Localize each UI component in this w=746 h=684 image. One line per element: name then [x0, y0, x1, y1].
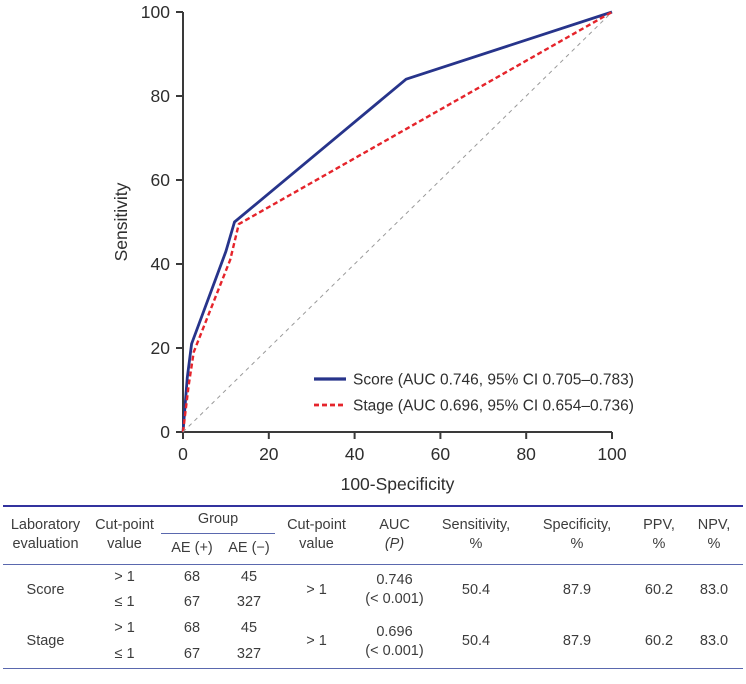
header-sensitivity: Sensitivity, % [441, 517, 511, 553]
score-cutpoint-le1: ≤ 1 [114, 594, 135, 611]
legend-label: Score (AUC 0.746, 95% CI 0.705–0.783) [353, 372, 634, 389]
x-axis-title: 100-Specificity [341, 474, 455, 494]
series-line-0 [181, 10, 613, 433]
table-row: Stage > 1 68 45 > 1 0.696 (< 0.001) 50.4… [3, 616, 743, 658]
header-ppv: PPV, % [643, 517, 675, 553]
x-tick-label: 60 [431, 444, 451, 464]
score-le1-ae-pos: 67 [183, 594, 201, 611]
header-group: Group [161, 506, 275, 534]
stage-le1-ae-neg: 327 [236, 646, 262, 663]
header-laboratory-evaluation: Laboratory evaluation [10, 517, 81, 553]
header-specificity: Specificity, % [542, 517, 612, 553]
x-tick-label: 100 [597, 444, 626, 464]
y-tick-label: 20 [151, 338, 171, 358]
score-auc: 0.746 (< 0.001) [365, 572, 424, 608]
header-cutpoint-value-2: Cut-point value [287, 517, 346, 553]
y-tick-label: 0 [160, 422, 170, 442]
stage-le1-ae-pos: 67 [183, 646, 201, 663]
stage-specificity: 87.9 [562, 633, 592, 650]
y-tick-label: 80 [151, 86, 171, 106]
score-cutpoint2: > 1 [306, 581, 327, 598]
row-label-score: Score [26, 581, 65, 598]
stage-gt1-ae-neg: 45 [240, 620, 258, 637]
results-table-section: Laboratory evaluation Cut-point value Gr… [0, 505, 746, 669]
legend-label: Stage (AUC 0.696, 95% CI 0.654–0.736) [353, 398, 634, 415]
x-tick-label: 80 [516, 444, 536, 464]
series-line-2 [182, 11, 613, 433]
y-axis-title: Sensitivity [111, 182, 131, 261]
stage-auc: 0.696 (< 0.001) [365, 623, 424, 659]
roc-chart-section: 0 20 40 60 80 100 0 20 40 60 80 100 100-Specificity S… [111, 2, 634, 494]
series-line-1 [181, 10, 613, 433]
score-gt1-ae-pos: 68 [183, 568, 201, 585]
score-gt1-ae-neg: 45 [240, 568, 258, 585]
stage-cutpoint-gt1: > 1 [114, 620, 135, 637]
stage-cutpoint-le1: ≤ 1 [114, 646, 135, 663]
x-tick-label: 0 [178, 444, 188, 464]
score-specificity: 87.9 [562, 581, 592, 598]
table-row: ≤ 1 67 327 [3, 590, 743, 616]
header-cutpoint-value: Cut-point value [95, 517, 154, 553]
header-p-value: (P) [384, 536, 405, 553]
y-tick-label: 40 [151, 254, 171, 274]
x-tick-label: 20 [259, 444, 279, 464]
header-auc: AUC [379, 517, 410, 534]
header-auc-p: AUC (P) [358, 506, 431, 564]
y-tick-label: 60 [151, 170, 171, 190]
row-label-stage: Stage [26, 633, 65, 650]
y-tick-label: 100 [141, 2, 170, 22]
x-tick-label: 40 [345, 444, 365, 464]
header-ae-positive: AE (+) [171, 539, 213, 556]
score-cutpoint-gt1: > 1 [114, 568, 135, 585]
score-sensitivity: 50.4 [461, 581, 491, 598]
table-row: ≤ 1 67 327 [3, 642, 743, 668]
stage-gt1-ae-pos: 68 [183, 620, 201, 637]
roc-chart: 0 20 40 60 80 100 0 20 40 60 80 100 100-Specificity S… [111, 2, 634, 494]
score-le1-ae-neg: 327 [236, 594, 262, 611]
stage-cutpoint2: > 1 [306, 633, 327, 650]
header-npv: NPV, % [697, 517, 731, 553]
results-table: Laboratory evaluation Cut-point value Gr… [3, 505, 743, 669]
stage-npv: 83.0 [699, 633, 729, 650]
stage-ppv: 60.2 [644, 633, 674, 650]
table-row: Score > 1 68 45 > 1 0.746 (< 0.001) 50.4… [3, 564, 743, 608]
header-ae-negative: AE (−) [228, 539, 270, 556]
score-npv: 83.0 [699, 581, 729, 598]
stage-sensitivity: 50.4 [461, 633, 491, 650]
score-ppv: 60.2 [644, 581, 674, 598]
